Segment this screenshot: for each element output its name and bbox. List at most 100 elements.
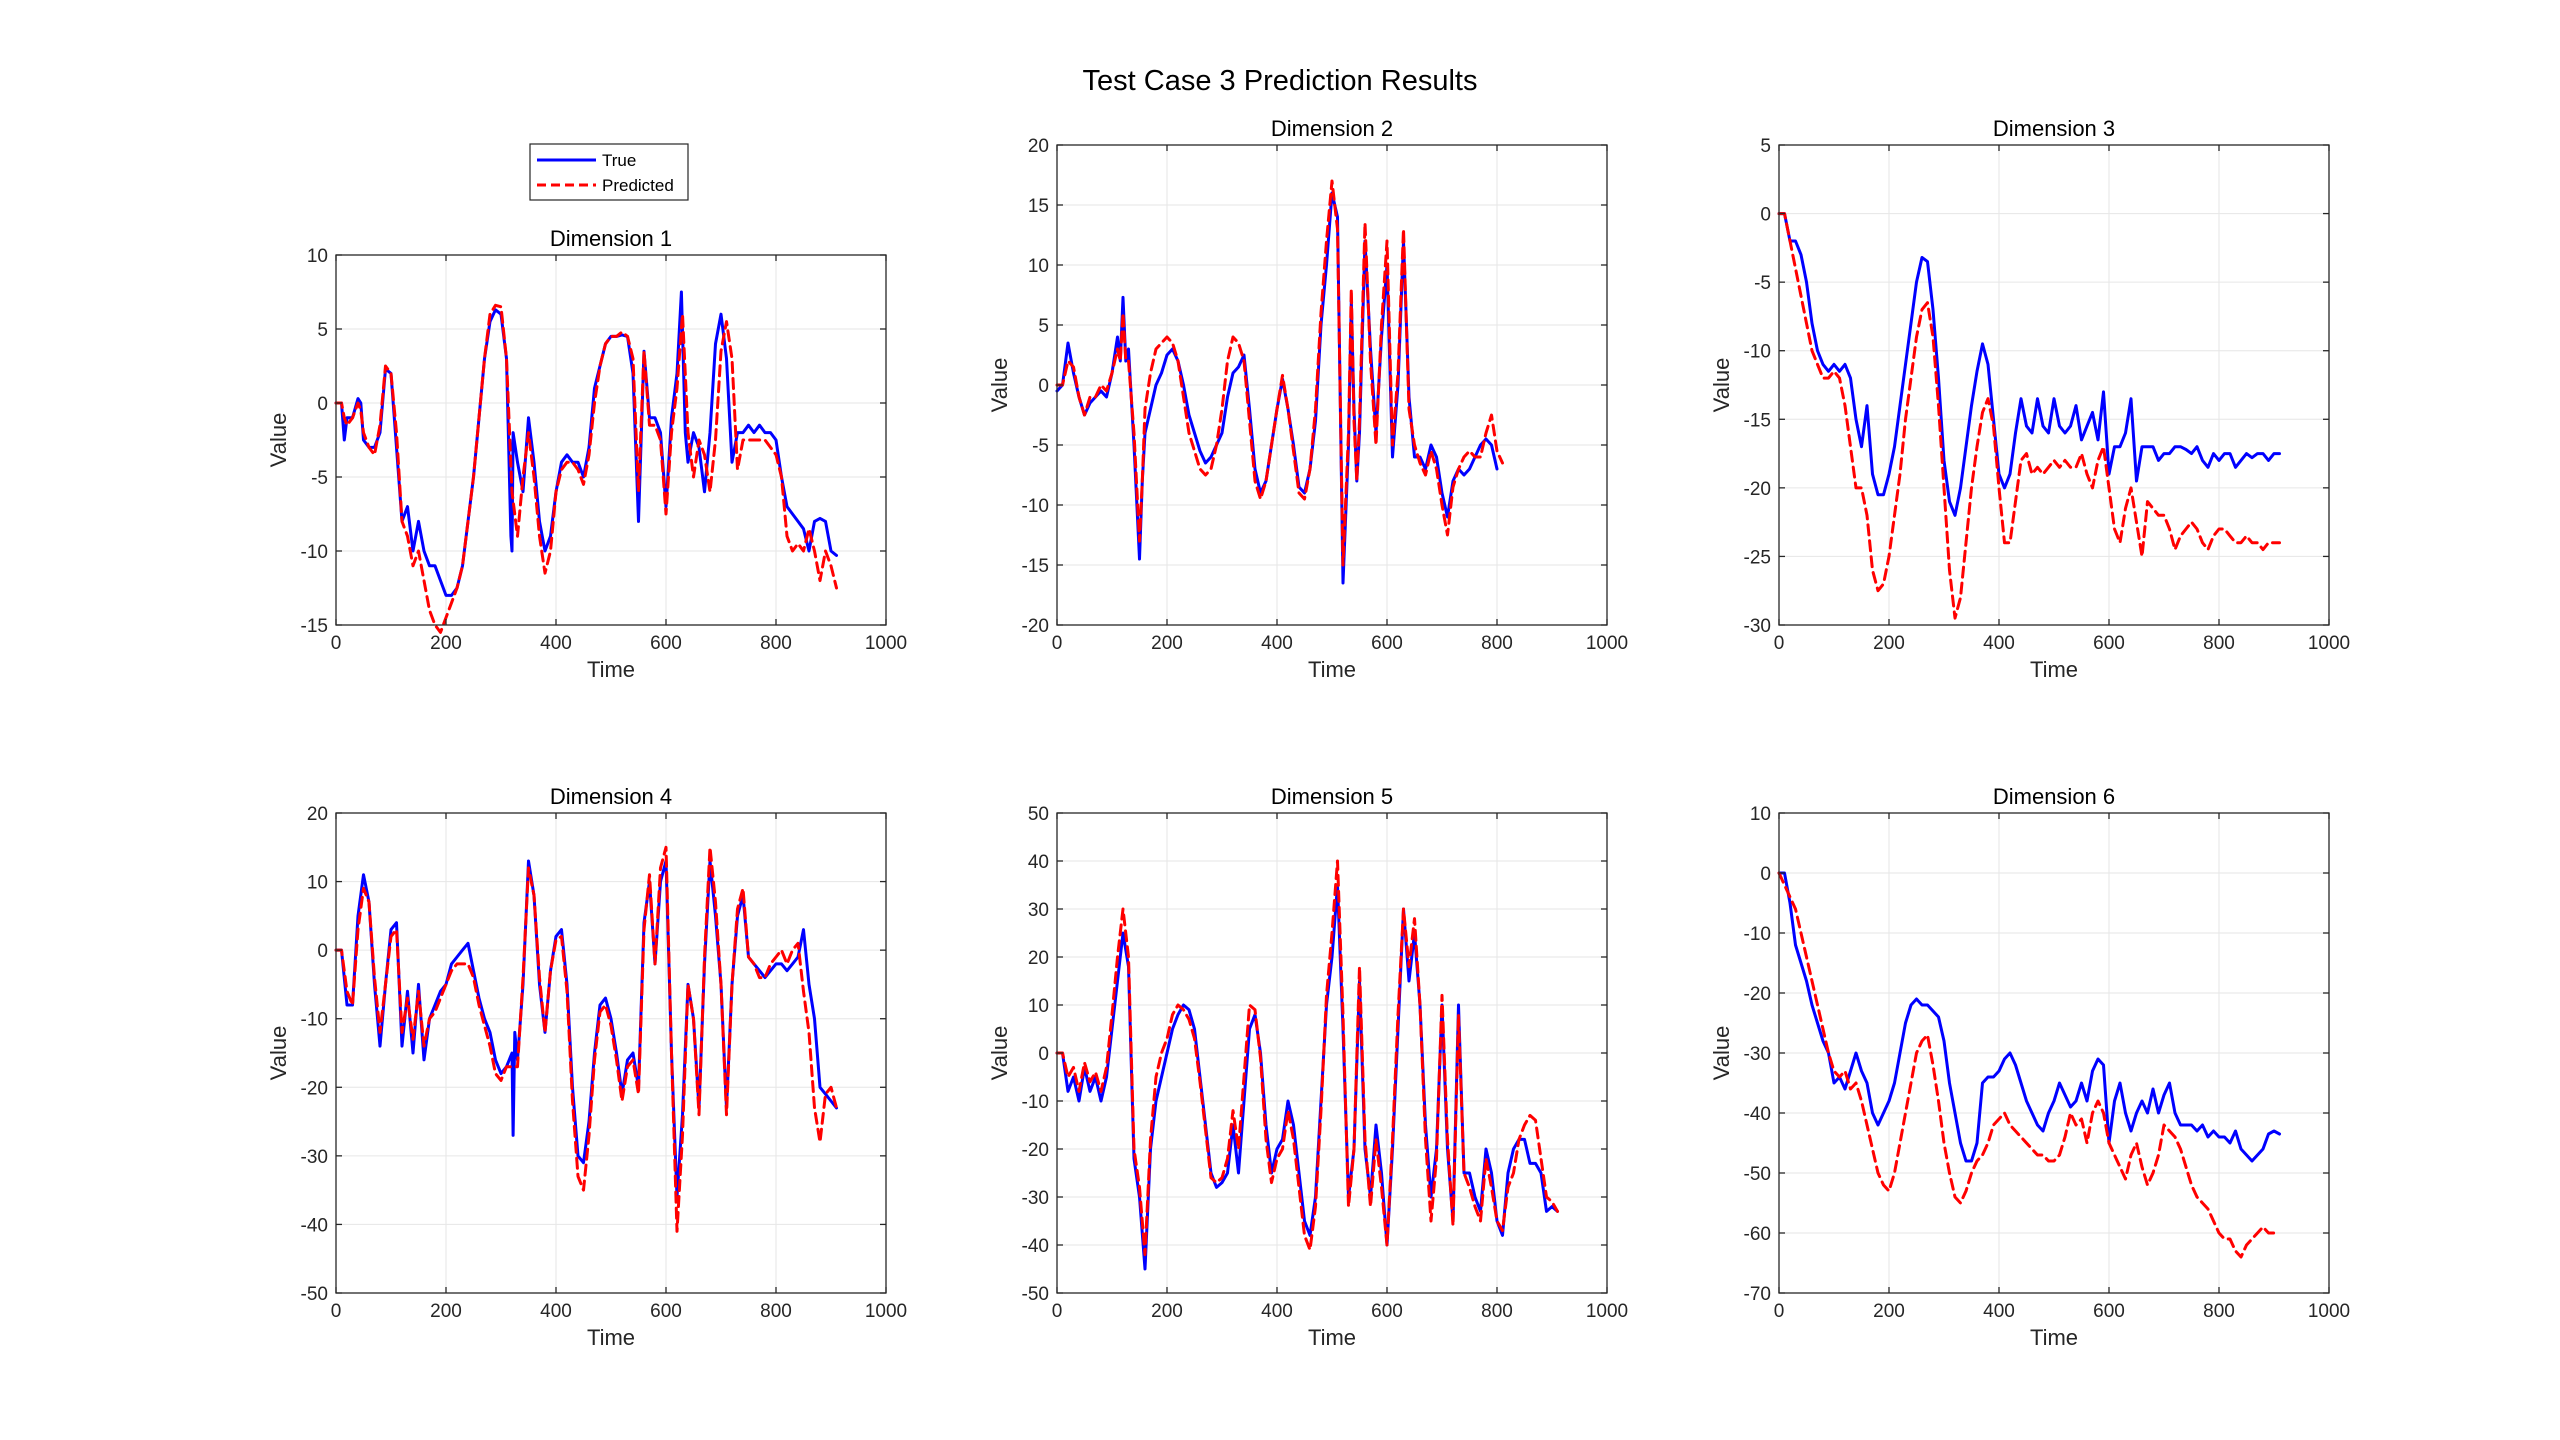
y-tick-label: 5: [317, 320, 328, 341]
subplot-title: Dimension 6: [1993, 784, 2115, 809]
y-tick-label: -50: [301, 1284, 328, 1305]
x-axis-label: Time: [2030, 657, 2078, 682]
y-tick-label: 5: [1038, 316, 1049, 337]
y-tick-label: 20: [307, 804, 328, 825]
subplot-title: Dimension 2: [1271, 116, 1393, 141]
y-tick-label: 40: [1028, 852, 1049, 873]
series-line-predicted: [1055, 179, 1504, 567]
y-tick-label: -15: [301, 616, 328, 637]
x-tick-label: 600: [2093, 1301, 2125, 1322]
x-tick-label: 1000: [2308, 1301, 2350, 1322]
y-tick-label: 10: [307, 873, 328, 894]
x-tick-label: 0: [331, 1301, 342, 1322]
series-line-true: [1777, 871, 2281, 1163]
x-tick-label: 200: [430, 633, 462, 654]
x-tick-label: 1000: [2308, 633, 2350, 654]
y-tick-label: -70: [1744, 1284, 1771, 1305]
y-tick-label: -10: [301, 1010, 328, 1031]
subplot-dimension-5: 0 200 400 600 800 1000 -50 -40 -30 -20 -10 0 10 20 30 4…: [987, 784, 1628, 1350]
y-tick-label: 0: [317, 941, 328, 962]
y-tick-label: 10: [1028, 996, 1049, 1017]
y-tick-label: -10: [1744, 924, 1771, 945]
y-tick-label: 10: [1750, 804, 1771, 825]
y-tick-label: -20: [1022, 1140, 1049, 1161]
x-tick-label: 0: [331, 633, 342, 654]
y-tick-label: 0: [1760, 205, 1771, 226]
y-tick-label: 20: [1028, 948, 1049, 969]
subplot-title: Dimension 1: [550, 226, 672, 251]
y-tick-label: -20: [1022, 616, 1049, 637]
x-tick-label: 1000: [865, 633, 907, 654]
x-tick-label: 800: [1481, 1301, 1513, 1322]
series-line-predicted: [1777, 871, 2281, 1259]
x-tick-label: 400: [540, 633, 572, 654]
legend-true-label: True: [602, 151, 636, 170]
y-tick-label: -40: [1744, 1104, 1771, 1125]
x-axis-label: Time: [587, 657, 635, 682]
x-tick-label: 600: [1371, 633, 1403, 654]
y-axis-label: Value: [266, 1026, 291, 1081]
subplot-title: Dimension 4: [550, 784, 672, 809]
x-tick-label: 800: [2203, 1301, 2235, 1322]
plot-area: [336, 813, 886, 1293]
y-tick-label: -15: [1744, 410, 1771, 431]
y-tick-label: -15: [1022, 556, 1049, 577]
x-tick-label: 600: [2093, 633, 2125, 654]
x-tick-label: 200: [1151, 633, 1183, 654]
y-axis-label: Value: [1709, 358, 1734, 413]
x-tick-label: 200: [1873, 633, 1905, 654]
y-tick-label: 50: [1028, 804, 1049, 825]
y-tick-label: -10: [1022, 1092, 1049, 1113]
y-tick-label: -30: [1022, 1188, 1049, 1209]
y-tick-label: 15: [1028, 196, 1049, 217]
y-tick-label: 5: [1760, 136, 1771, 157]
subplot-dimension-4: 0 200 400 600 800 1000 -50 -40 -30 -20 -10 0 10 20 Dim…: [266, 784, 907, 1350]
axes-frame: [335, 254, 887, 626]
y-axis-label: Value: [1709, 1026, 1734, 1081]
y-tick-label: -10: [1022, 496, 1049, 517]
x-tick-label: 200: [1151, 1301, 1183, 1322]
plot-area: [336, 255, 886, 625]
x-tick-label: 800: [2203, 633, 2235, 654]
y-tick-label: -40: [301, 1215, 328, 1236]
y-axis-label: Value: [987, 1026, 1012, 1081]
axes-frame: [1778, 144, 2330, 626]
y-tick-label: -30: [1744, 616, 1771, 637]
x-tick-label: 400: [1261, 1301, 1293, 1322]
x-tick-label: 600: [1371, 1301, 1403, 1322]
legend-predicted-label: Predicted: [602, 176, 674, 195]
y-tick-label: -20: [1744, 984, 1771, 1005]
y-axis-label: Value: [987, 358, 1012, 413]
series-line-predicted: [334, 303, 838, 634]
y-tick-label: -5: [311, 468, 328, 489]
x-axis-label: Time: [1308, 1325, 1356, 1350]
x-tick-label: 0: [1774, 1301, 1785, 1322]
y-tick-label: -50: [1022, 1284, 1049, 1305]
plot-area: [1779, 145, 2329, 625]
y-tick-label: 30: [1028, 900, 1049, 921]
x-tick-label: 400: [1983, 1301, 2015, 1322]
series-line-predicted: [1055, 859, 1559, 1257]
figure-title: Test Case 3 Prediction Results: [1083, 65, 1478, 97]
x-tick-label: 400: [540, 1301, 572, 1322]
y-tick-label: -30: [301, 1147, 328, 1168]
subplot-dimension-2: 0 200 400 600 800 1000 -20 -15 -10 -5 0 5 10 15 20 Dime…: [987, 116, 1628, 682]
y-tick-label: 10: [307, 246, 328, 267]
y-tick-label: -20: [1744, 479, 1771, 500]
x-tick-label: 1000: [1586, 1301, 1628, 1322]
y-tick-label: -5: [1032, 436, 1049, 457]
y-axis-label: Value: [266, 413, 291, 468]
x-tick-label: 1000: [865, 1301, 907, 1322]
y-tick-label: 20: [1028, 136, 1049, 157]
x-tick-label: 800: [1481, 633, 1513, 654]
x-tick-label: 600: [650, 633, 682, 654]
series-line-true: [1777, 212, 2281, 517]
x-tick-label: 0: [1052, 1301, 1063, 1322]
x-axis-label: Time: [2030, 1325, 2078, 1350]
x-axis-label: Time: [1308, 657, 1356, 682]
x-axis-label: Time: [587, 1325, 635, 1350]
y-tick-label: -25: [1744, 547, 1771, 568]
subplot-title: Dimension 5: [1271, 784, 1393, 809]
x-tick-label: 800: [760, 633, 792, 654]
series-line-predicted: [1777, 212, 2281, 620]
